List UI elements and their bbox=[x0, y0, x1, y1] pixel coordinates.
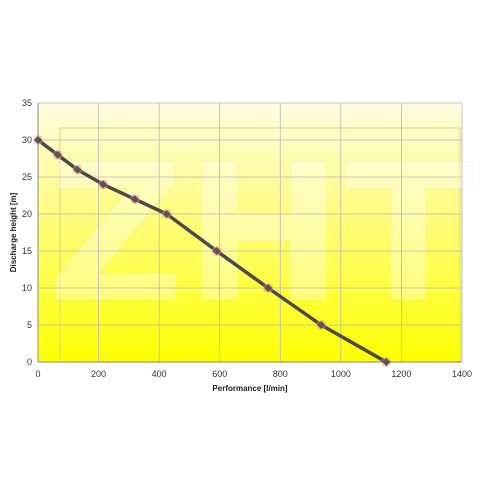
x-axis-title: Performance [l/min] bbox=[212, 384, 287, 393]
data-point bbox=[381, 357, 392, 367]
x-tick-label: 1200 bbox=[391, 369, 411, 379]
y-tick-label: 5 bbox=[27, 320, 32, 330]
x-tick-label: 800 bbox=[273, 369, 288, 379]
y-tick-label: 35 bbox=[22, 98, 32, 108]
data-point bbox=[33, 135, 43, 145]
series-line bbox=[36, 138, 389, 364]
y-tick-label: 30 bbox=[22, 135, 32, 145]
data-point bbox=[263, 283, 274, 293]
data-point bbox=[161, 209, 172, 219]
y-tick-label: 10 bbox=[22, 283, 32, 293]
series bbox=[33, 135, 392, 367]
y-tick-label: 0 bbox=[27, 357, 32, 367]
watermark: ZHT bbox=[46, 124, 474, 363]
data-point bbox=[316, 320, 327, 330]
y-axis-title: Discharge height [m] bbox=[9, 192, 18, 272]
data-point bbox=[52, 149, 63, 160]
plot-area bbox=[38, 103, 462, 362]
x-tick-label: 200 bbox=[91, 369, 106, 379]
y-tick-label: 20 bbox=[22, 209, 32, 219]
watermark-logo: ZHT bbox=[47, 124, 473, 345]
y-tick-label: 25 bbox=[22, 172, 32, 182]
data-point bbox=[129, 194, 140, 205]
x-tick-label: 1000 bbox=[331, 369, 351, 379]
x-tick-label: 400 bbox=[152, 369, 167, 379]
y-tick-label: 15 bbox=[22, 246, 32, 256]
data-point bbox=[72, 164, 83, 175]
data-point bbox=[211, 246, 222, 256]
x-tick-label: 600 bbox=[212, 369, 227, 379]
data-point bbox=[98, 179, 109, 190]
x-tick-label: 1400 bbox=[452, 369, 472, 379]
x-tick-label: 0 bbox=[35, 369, 40, 379]
axes: 0 200 400 600 800 1000 1200 1400 0 5 10 15 20 25 30 35 bbox=[22, 98, 472, 379]
